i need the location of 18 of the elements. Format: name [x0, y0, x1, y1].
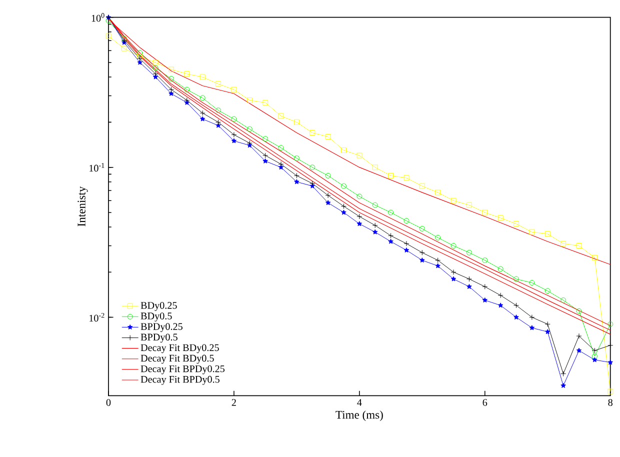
x-axis-title: Time (ms)	[336, 410, 383, 421]
x-tick-label: 8	[608, 398, 612, 406]
legend-label: BPDy0.25	[140, 322, 182, 332]
x-tick-label: 6	[482, 398, 488, 406]
y-axis-title: Intenisty	[78, 186, 88, 226]
legend-label: BDy0.5	[140, 312, 172, 322]
legend-label: Decay Fit BPDy0.25	[140, 365, 225, 374]
x-tick-label: 0	[106, 398, 111, 406]
legend-label: Decay Fit BPDy0.5	[140, 376, 220, 385]
legend-label: Decay Fit BDy0.25	[140, 344, 219, 353]
legend-label: BDy0.25	[140, 302, 177, 311]
y-tick-label: 10$^{0}$	[92, 12, 104, 22]
y-tick-label: 10$^{-2}$	[90, 312, 104, 322]
legend-label: Decay Fit BDy0.5	[140, 354, 214, 364]
x-tick-label: 4	[357, 398, 362, 406]
y-tick-label: 10$^{-1}$	[90, 162, 104, 172]
legend-label: BPDy0.5	[140, 333, 178, 342]
x-tick-label: 2	[232, 398, 236, 406]
